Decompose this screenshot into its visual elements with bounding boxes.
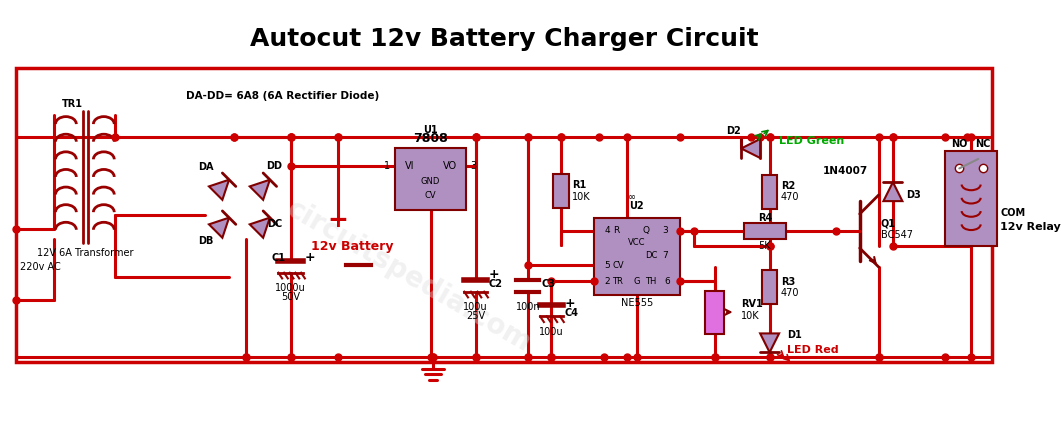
Polygon shape: [249, 180, 269, 200]
Text: NC: NC: [975, 139, 991, 149]
Text: 6: 6: [664, 277, 671, 286]
Bar: [762, 270, 778, 304]
Text: G: G: [633, 277, 640, 286]
Text: R2: R2: [781, 181, 796, 191]
Polygon shape: [884, 182, 903, 201]
Text: +: +: [328, 208, 348, 232]
Text: RV1: RV1: [742, 300, 763, 309]
Text: 2: 2: [605, 277, 610, 286]
Text: DA: DA: [198, 162, 214, 173]
Text: D1: D1: [786, 330, 801, 340]
Text: ∞: ∞: [628, 192, 637, 202]
Text: 1: 1: [384, 161, 390, 170]
Text: VCC: VCC: [628, 238, 645, 247]
Polygon shape: [209, 180, 229, 200]
Text: 5K: 5K: [759, 241, 771, 251]
Text: LED Red: LED Red: [786, 346, 838, 355]
Bar: [945, 151, 997, 246]
Text: 1000u: 1000u: [275, 283, 306, 293]
Bar: [594, 218, 679, 295]
Text: VI: VI: [404, 161, 414, 170]
Text: C4: C4: [564, 308, 578, 317]
Text: 3: 3: [662, 227, 668, 235]
Text: DA-DD= 6A8 (6A Rectifier Diode): DA-DD= 6A8 (6A Rectifier Diode): [187, 91, 380, 101]
Text: VO: VO: [442, 161, 457, 170]
Text: 10K: 10K: [572, 192, 591, 202]
Text: circuitspedia.com: circuitspedia.com: [282, 195, 537, 358]
Text: 50V: 50V: [281, 292, 300, 302]
Text: LED Green: LED Green: [779, 136, 845, 146]
Text: TR1: TR1: [62, 99, 83, 109]
Text: C3: C3: [541, 279, 555, 289]
Text: GND: GND: [421, 177, 440, 186]
Bar: [16, 68, 992, 362]
Text: 12V 6A Transformer: 12V 6A Transformer: [36, 248, 133, 258]
Text: 4: 4: [605, 227, 610, 235]
Text: NE555: NE555: [621, 298, 653, 308]
Text: 100u: 100u: [539, 326, 563, 337]
Text: U2: U2: [629, 201, 644, 211]
Text: +: +: [305, 251, 315, 264]
Text: D2: D2: [726, 126, 741, 136]
Text: 220v AC: 220v AC: [20, 262, 62, 272]
Text: 100n: 100n: [516, 302, 540, 312]
Text: 3: 3: [471, 161, 476, 170]
Text: DC: DC: [645, 251, 657, 260]
Text: 10K: 10K: [742, 311, 760, 321]
Text: R3: R3: [781, 277, 796, 287]
Text: DD: DD: [266, 161, 282, 170]
Polygon shape: [760, 334, 779, 352]
Text: 1N4007: 1N4007: [823, 166, 868, 176]
Text: +: +: [564, 297, 575, 309]
Text: Q: Q: [643, 227, 649, 235]
Text: D3: D3: [906, 190, 921, 201]
Bar: [554, 174, 569, 208]
Text: 25V: 25V: [466, 312, 485, 321]
Text: R1: R1: [572, 181, 587, 190]
Text: NO: NO: [951, 139, 968, 149]
Polygon shape: [742, 139, 760, 158]
Text: 100u: 100u: [464, 302, 488, 312]
Text: TH: TH: [645, 277, 657, 286]
Text: 12v Relay: 12v Relay: [1001, 222, 1061, 232]
Text: 12v Battery: 12v Battery: [311, 240, 394, 253]
Text: 5: 5: [605, 261, 610, 269]
Text: BC547: BC547: [881, 230, 912, 240]
Text: COM: COM: [1001, 208, 1025, 218]
Text: 470: 470: [781, 288, 800, 298]
Text: R: R: [613, 227, 620, 235]
Bar: [744, 224, 786, 238]
Text: C1: C1: [272, 252, 285, 263]
Text: TR: TR: [612, 277, 623, 286]
Text: 470: 470: [781, 193, 800, 202]
Text: Q1: Q1: [881, 218, 895, 228]
Bar: [395, 148, 466, 210]
Text: C2: C2: [489, 279, 503, 289]
Text: DB: DB: [198, 236, 214, 246]
Text: 7808: 7808: [413, 133, 448, 145]
Text: DC: DC: [267, 219, 282, 230]
Text: 7: 7: [662, 251, 668, 260]
Polygon shape: [209, 218, 229, 238]
Text: CV: CV: [612, 261, 624, 269]
Text: R4: R4: [758, 213, 772, 223]
Text: CV: CV: [424, 191, 436, 201]
Polygon shape: [249, 218, 269, 238]
Text: Autocut 12v Battery Charger Circuit: Autocut 12v Battery Charger Circuit: [249, 27, 759, 51]
Text: +: +: [489, 268, 500, 281]
Text: U1: U1: [423, 125, 438, 134]
Bar: [706, 291, 724, 334]
Bar: [762, 175, 778, 209]
